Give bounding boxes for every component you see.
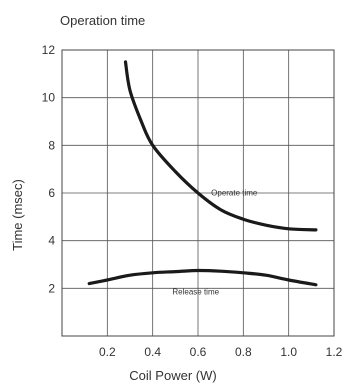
x-tick-label: 0.2 xyxy=(99,345,116,359)
annotation-release-time: Release time xyxy=(172,287,219,296)
x-tick-label: 0.4 xyxy=(144,345,161,359)
grid-layer xyxy=(62,50,334,336)
chart-title: Operation time xyxy=(60,13,145,28)
y-tick-label: 12 xyxy=(42,43,56,57)
x-tick-label: 1.0 xyxy=(280,345,297,359)
y-tick-label: 4 xyxy=(48,234,55,248)
y-tick-label: 2 xyxy=(48,281,55,295)
x-tick-label: 0.6 xyxy=(190,345,207,359)
y-tick-labels: 2 4 6 8 10 12 xyxy=(42,43,56,295)
x-tick-label: 1.2 xyxy=(326,345,343,359)
release-time-curve xyxy=(87,268,318,287)
x-axis-label: Coil Power (W) xyxy=(129,368,216,383)
y-tick-label: 10 xyxy=(42,91,56,105)
curve-layer xyxy=(87,60,318,287)
x-tick-labels: 0.2 0.4 0.6 0.8 1.0 1.2 xyxy=(99,345,343,359)
y-axis-label: Time (msec) xyxy=(10,179,25,251)
operate-time-curve xyxy=(123,60,318,232)
plot-frame xyxy=(61,49,335,337)
y-tick-label: 6 xyxy=(48,186,55,200)
x-tick-label: 0.8 xyxy=(235,345,252,359)
y-tick-label: 8 xyxy=(48,138,55,152)
annotation-operate-time: Operate time xyxy=(211,188,258,197)
